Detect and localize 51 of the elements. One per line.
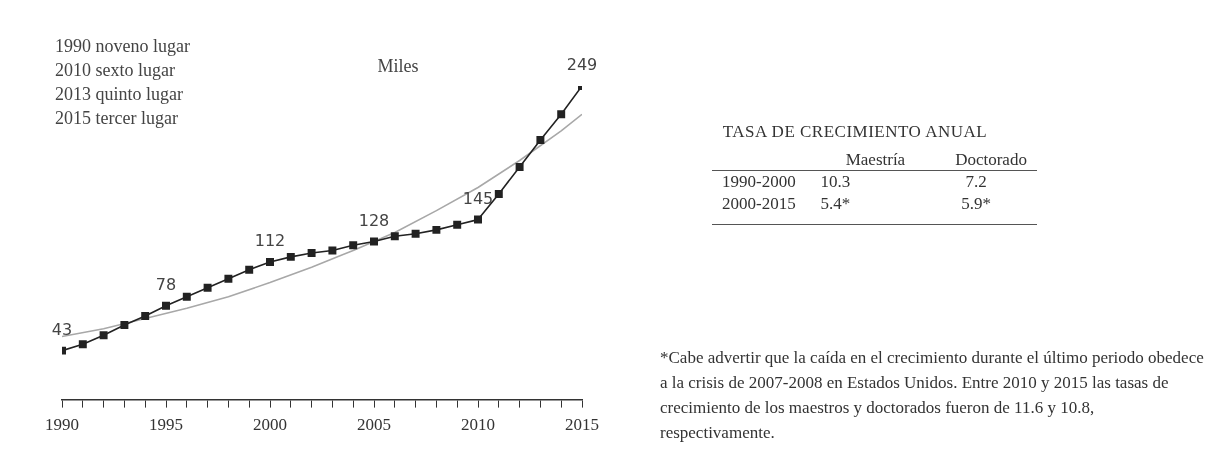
point	[120, 320, 129, 329]
text: TASA DE CRECIMIENTO ANUAL	[721, 122, 989, 142]
point	[411, 229, 420, 238]
category-label: 1990-2000	[722, 172, 796, 191]
point	[370, 237, 378, 246]
data-label: 112	[254, 231, 286, 251]
text: 5.9*	[961, 194, 991, 213]
text: 10.3	[820, 172, 851, 191]
point	[203, 283, 212, 292]
point	[162, 301, 170, 310]
point	[245, 265, 254, 274]
x-tick-label: 1995	[149, 415, 183, 435]
data-label: 128	[358, 210, 390, 230]
annotation: 2013 quinto lugar	[55, 84, 183, 104]
point	[432, 225, 441, 234]
category-label: Doctorado	[915, 150, 1037, 171]
text: 1990 noveno lugar	[55, 36, 190, 56]
data-label: 145	[462, 188, 494, 208]
data-label: 78	[155, 274, 177, 294]
point	[78, 340, 87, 349]
category-label: 2000-2015	[722, 194, 796, 213]
point	[474, 215, 482, 224]
point	[141, 311, 150, 320]
point	[307, 249, 316, 257]
point	[99, 331, 108, 340]
point	[349, 241, 358, 250]
text: 2010 sexto lugar	[55, 60, 175, 80]
data-label: 249	[566, 55, 598, 75]
point	[266, 258, 274, 266]
category-label: Maestría	[805, 150, 916, 171]
point	[182, 292, 191, 301]
annotation: 2015 tercer lugar	[55, 108, 178, 128]
point	[286, 252, 295, 261]
point	[453, 220, 462, 229]
x-tick-label: 1990	[45, 415, 79, 435]
x-tick-label: 2010	[461, 415, 495, 435]
point	[557, 110, 566, 119]
x-tick-label: 2000	[253, 415, 287, 435]
x-tick-label: 2005	[357, 415, 391, 435]
y-axis-title: Miles	[377, 56, 419, 76]
point	[224, 274, 233, 283]
point	[390, 232, 399, 241]
data-label: 43	[51, 319, 73, 339]
x-tick-label: 2015	[565, 415, 599, 435]
point	[494, 189, 503, 198]
text: *Cabe advertir que la caída en el crecimiento durante el último periodo obedece a la crisis de 2007-2008 en Estados Unidos. Entre 2010 y 2015 las tasas de crecimiento de los maestros y doctorados fueron de 11.6 y 10.8, respectivamente.	[660, 347, 1205, 444]
text: 5.4*	[820, 194, 851, 213]
point	[328, 246, 337, 255]
point	[536, 135, 545, 144]
text: 7.2	[965, 172, 987, 191]
point	[515, 162, 524, 171]
